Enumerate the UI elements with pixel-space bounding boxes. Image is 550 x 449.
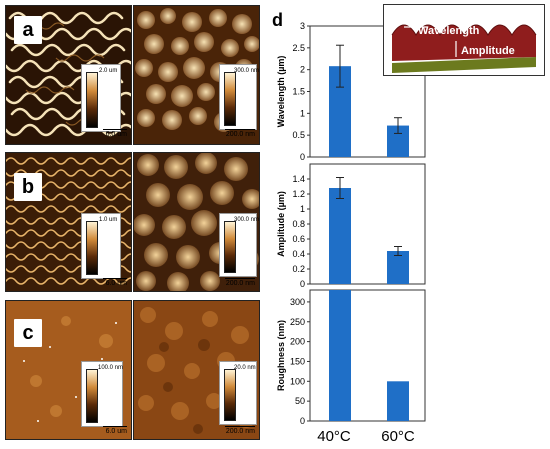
- wrinkle-schematic-inset: Wavelength Amplitude: [383, 4, 545, 76]
- scale-bar: [225, 278, 255, 279]
- bar: [329, 66, 351, 157]
- scale-bar: [225, 129, 255, 130]
- colorbar: [86, 369, 98, 423]
- colorbar-max-label: 300.0 nm: [234, 68, 260, 74]
- y-tick-label: 50: [295, 396, 305, 406]
- y-tick-label: 0.5: [292, 130, 305, 140]
- y-axis-title: Amplitude (µm): [276, 191, 286, 257]
- x-category-label: 60°C: [381, 428, 415, 445]
- bar: [329, 188, 351, 284]
- bar: [387, 125, 409, 157]
- y-tick-label: 0: [300, 279, 305, 289]
- y-tick-label: 0.8: [292, 219, 305, 229]
- bar: [387, 251, 409, 284]
- scale-label: 6.0 um: [105, 131, 127, 138]
- scale-label: 6.0 um: [105, 428, 127, 435]
- y-tick-label: 1: [300, 108, 305, 118]
- y-tick-label: 1.4: [292, 174, 305, 184]
- scale-label: 200.0 nm: [225, 131, 255, 138]
- y-tick-label: 0.6: [292, 234, 305, 244]
- scale-label: 200.0 nm: [225, 280, 255, 287]
- afm-image-c-zoom: 20.0 nm 200.0 nm: [133, 300, 260, 440]
- scale-bar: [103, 278, 127, 279]
- panel-label-d: d: [272, 10, 283, 30]
- panel-label-b: b: [14, 173, 42, 201]
- y-tick-label: 0: [300, 152, 305, 162]
- colorbar-max-label: 1.0 um: [99, 217, 118, 223]
- x-category-label: 40°C: [317, 428, 351, 445]
- colorbar-max-label: 300.0 nm: [234, 217, 260, 223]
- colorbar: [86, 221, 98, 275]
- y-tick-label: 0.2: [292, 264, 305, 274]
- bar: [387, 381, 409, 421]
- y-tick-label: 1.2: [292, 189, 305, 199]
- y-tick-label: 250: [290, 317, 305, 327]
- y-tick-label: 200: [290, 337, 305, 347]
- scale-bar: [103, 426, 127, 427]
- colorbar-max-label: 100.0 nm: [98, 365, 124, 371]
- colorbar-max-label: 2.0 um: [99, 68, 118, 74]
- panel-label-c: c: [14, 319, 42, 347]
- colorbar: [224, 369, 236, 421]
- y-axis-title: Roughness (nm): [276, 320, 286, 391]
- wavelength-label: Wavelength: [418, 25, 480, 37]
- scale-bar: [103, 129, 127, 130]
- plot-frame: [309, 163, 426, 285]
- afm-image-b-zoom: 300.0 nm 200.0 nm: [133, 152, 260, 292]
- afm-image-a-zoom: 300.0 nm 200.0 nm: [133, 5, 260, 145]
- plot-frame: [309, 289, 426, 422]
- scale-bar: [225, 426, 255, 427]
- bar: [329, 290, 351, 421]
- colorbar: [224, 221, 236, 273]
- colorbar-max-label: 20.0 nm: [234, 365, 256, 371]
- y-tick-label: 3: [300, 21, 305, 31]
- scale-label: 200.0 nm: [225, 428, 255, 435]
- y-tick-label: 0: [300, 416, 305, 426]
- afm-image-b-wrinkles: b 1.0 um 6.0 um: [5, 152, 132, 292]
- schematic-drawing: [391, 24, 537, 73]
- y-tick-label: 1.5: [292, 87, 305, 97]
- afm-image-a-wrinkles: a 2.0 um 6.0 um: [5, 5, 132, 145]
- y-tick-label: 100: [290, 376, 305, 386]
- y-tick-label: 300: [290, 297, 305, 307]
- y-tick-label: 2: [300, 65, 305, 75]
- y-tick-label: 1: [300, 204, 305, 214]
- y-axis-title: Wavelength (µm): [276, 56, 286, 128]
- y-tick-label: 150: [290, 356, 305, 366]
- colorbar: [86, 72, 98, 128]
- panel-label-a: a: [14, 16, 42, 44]
- scale-label: 6.0 um: [105, 280, 127, 287]
- colorbar: [224, 72, 236, 126]
- amplitude-label: Amplitude: [461, 45, 515, 57]
- y-tick-label: 2.5: [292, 43, 305, 53]
- y-tick-label: 0.4: [292, 249, 305, 259]
- afm-image-c-flat: c 100.0 nm 6.0 um: [5, 300, 132, 440]
